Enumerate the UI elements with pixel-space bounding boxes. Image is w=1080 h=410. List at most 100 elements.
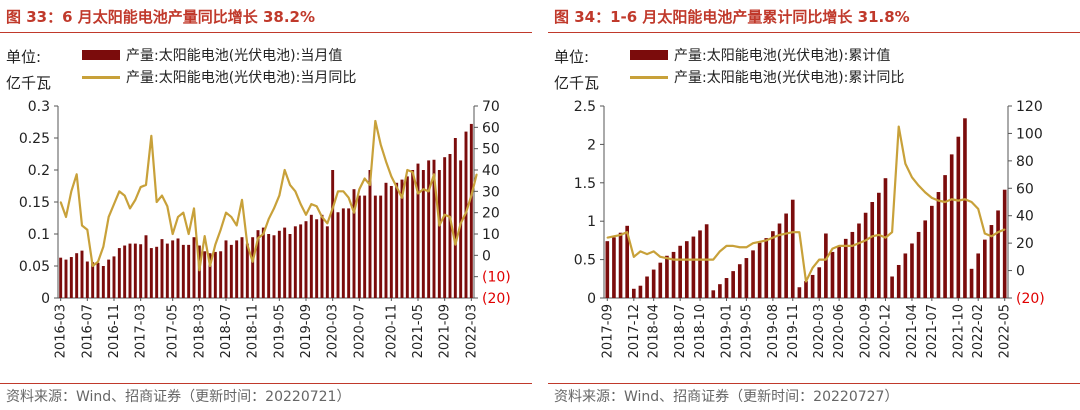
bar bbox=[133, 243, 137, 298]
line-point bbox=[470, 194, 473, 197]
x-tick-label: 2020-07 bbox=[352, 304, 367, 358]
line-point bbox=[990, 235, 993, 238]
source-note: 资料来源：Wind、招商证券（更新时间：20220721） bbox=[6, 389, 351, 405]
bar bbox=[304, 221, 308, 298]
x-tick-label: 2019-01 bbox=[720, 304, 735, 358]
line-point bbox=[161, 194, 163, 197]
line-point bbox=[449, 216, 451, 218]
bar bbox=[123, 245, 127, 298]
bar bbox=[261, 227, 265, 298]
bar bbox=[395, 182, 399, 298]
x-tick-label: 2017-09 bbox=[600, 304, 615, 358]
line-point bbox=[182, 211, 185, 214]
line-point bbox=[113, 203, 115, 205]
bar bbox=[171, 240, 175, 298]
bar bbox=[949, 154, 954, 298]
bar bbox=[405, 176, 409, 298]
source-note: 资料来源：Wind、招商证券（更新时间：20220727） bbox=[554, 389, 899, 405]
line-point bbox=[917, 184, 920, 187]
line-point bbox=[844, 245, 847, 247]
bar bbox=[910, 243, 914, 298]
bar bbox=[411, 170, 415, 298]
line-point bbox=[646, 253, 648, 255]
bar bbox=[139, 244, 143, 298]
chart-plot-left: 0 0.05 0.1 0.15 0.2 0.25 0.3 (20) (10) 0 10 20 30 40 5… bbox=[19, 99, 511, 358]
line-point bbox=[732, 245, 734, 247]
bar bbox=[857, 223, 861, 298]
bar bbox=[877, 192, 881, 298]
bar bbox=[810, 274, 815, 298]
line-point bbox=[65, 216, 67, 218]
line-point bbox=[871, 235, 874, 238]
line-point bbox=[719, 250, 721, 253]
bar bbox=[605, 241, 610, 298]
line-point bbox=[70, 190, 73, 193]
line-point bbox=[633, 256, 635, 258]
line-point bbox=[937, 199, 940, 202]
line-point bbox=[166, 205, 169, 208]
bar bbox=[299, 224, 303, 298]
legend: 产量:太阳能电池(光伏电池):累计值 产量:太阳能电池(光伏电池):累计同比 bbox=[630, 44, 904, 88]
chart-plot-right: 0 0.5 1 1.5 2 2.5 (20) 0 20 40 60 80 100 120 2017-09 20… bbox=[574, 99, 1045, 358]
line-point bbox=[752, 242, 754, 244]
bar bbox=[631, 288, 636, 298]
bar bbox=[181, 244, 185, 298]
bar bbox=[771, 231, 775, 298]
line-point bbox=[957, 199, 960, 202]
bar bbox=[784, 213, 788, 298]
line-point bbox=[385, 160, 387, 163]
line-point bbox=[1003, 228, 1006, 231]
line-point bbox=[262, 233, 265, 235]
line-point bbox=[712, 258, 715, 261]
line-point bbox=[123, 194, 126, 197]
y-tick-label-right: 60 bbox=[1016, 181, 1034, 197]
bar bbox=[618, 232, 623, 298]
bar bbox=[427, 160, 431, 298]
bar bbox=[976, 253, 981, 298]
bar bbox=[923, 220, 928, 298]
line-point bbox=[150, 135, 153, 137]
line-point bbox=[725, 245, 728, 247]
bar bbox=[229, 244, 233, 298]
bar bbox=[379, 195, 383, 298]
line-point bbox=[911, 176, 913, 179]
x-tick-label: 2020-11 bbox=[384, 304, 399, 358]
bar bbox=[448, 154, 452, 298]
title-divider bbox=[0, 32, 532, 33]
line-point bbox=[891, 231, 893, 233]
x-tick-label: 2016-07 bbox=[80, 304, 95, 358]
y-tick-label-left: 0.3 bbox=[28, 99, 50, 115]
line-point bbox=[970, 201, 973, 203]
bar bbox=[325, 226, 329, 298]
line-point bbox=[129, 207, 131, 210]
line-point bbox=[417, 192, 419, 195]
bar bbox=[400, 179, 404, 298]
legend-bar-label: 产量:太阳能电池(光伏电池):当月值 bbox=[126, 48, 343, 64]
line-point bbox=[977, 208, 979, 210]
line-point bbox=[310, 203, 313, 205]
unit-value: 亿千瓦 bbox=[554, 74, 600, 92]
line-point bbox=[411, 171, 414, 173]
bar bbox=[341, 208, 345, 298]
line-point bbox=[369, 184, 371, 186]
line-point bbox=[139, 186, 142, 188]
bar bbox=[363, 195, 367, 298]
line-point bbox=[679, 258, 681, 261]
bar bbox=[850, 231, 855, 298]
line-point bbox=[997, 231, 999, 233]
y-tick-label-right: 0 bbox=[482, 248, 491, 264]
bar bbox=[373, 195, 377, 298]
bar bbox=[830, 251, 835, 298]
legend-line-label: 产量:太阳能电池(光伏电池):当月同比 bbox=[126, 70, 357, 86]
bar bbox=[213, 251, 217, 298]
line-point bbox=[59, 201, 62, 203]
line-point bbox=[685, 258, 688, 261]
y-tick-label-right: 50 bbox=[482, 142, 500, 158]
line-point bbox=[337, 190, 339, 193]
line-point bbox=[851, 245, 854, 247]
line-point bbox=[838, 245, 840, 247]
bar bbox=[797, 287, 802, 298]
bar bbox=[671, 251, 676, 298]
bar bbox=[203, 251, 207, 298]
line-point bbox=[459, 222, 462, 225]
